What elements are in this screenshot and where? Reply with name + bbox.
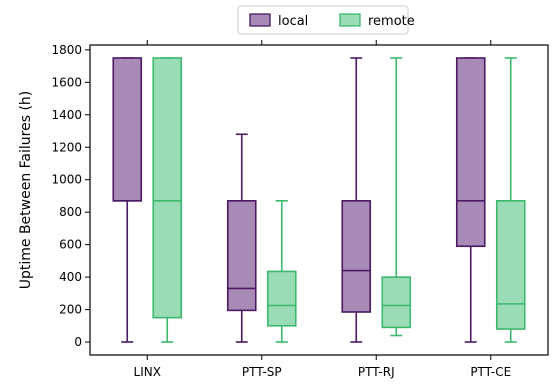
box-remote-ptt-rj [381, 57, 412, 337]
iqr-box-local [226, 200, 257, 312]
legend-label-local: local [278, 14, 308, 29]
iqr-box-local [112, 57, 143, 202]
x-tick-label: PTT-SP [242, 365, 282, 379]
legend-frame [237, 5, 409, 35]
y-tick-label: 200 [59, 303, 82, 317]
box-remote-linx [152, 57, 183, 343]
y-tick-label: 0 [74, 335, 82, 349]
iqr-box-remote [495, 200, 526, 330]
box-local-linx [112, 57, 143, 343]
x-tick-label: PTT-RJ [358, 365, 395, 379]
legend-swatch-remote [339, 13, 361, 27]
legend: local remote [237, 5, 415, 35]
y-tick-label: 1600 [51, 75, 82, 89]
legend-swatch-local [249, 13, 271, 27]
box-local-ptt-sp [226, 133, 257, 343]
box-local-ptt-rj [341, 57, 372, 343]
iqr-box-remote [266, 270, 297, 327]
iqr-box-remote [152, 57, 183, 319]
y-tick-label: 1200 [51, 140, 82, 154]
x-tick-label: PTT-CE [470, 365, 511, 379]
x-tick-label: LINX [134, 365, 161, 379]
iqr-box-local [341, 200, 372, 313]
y-tick-label: 600 [59, 238, 82, 252]
box-local-ptt-ce [455, 57, 486, 343]
y-tick-label: 1000 [51, 173, 82, 187]
box-remote-ptt-sp [266, 200, 297, 343]
y-tick-label: 400 [59, 270, 82, 284]
y-tick-label: 800 [59, 205, 82, 219]
y-tick-label: 1800 [51, 43, 82, 57]
box-remote-ptt-ce [495, 57, 526, 343]
y-tick-label: 1400 [51, 108, 82, 122]
plot-area: 0 200 400 600 800 1000 1200 1400 1600 1800 LINX PTT… [51, 40, 549, 379]
y-axis-title: Uptime Between Failures (h) [18, 91, 34, 290]
plot-frame [89, 44, 549, 356]
iqr-box-remote [381, 276, 412, 329]
legend-label-remote: remote [368, 14, 415, 29]
iqr-box-local [455, 57, 486, 248]
